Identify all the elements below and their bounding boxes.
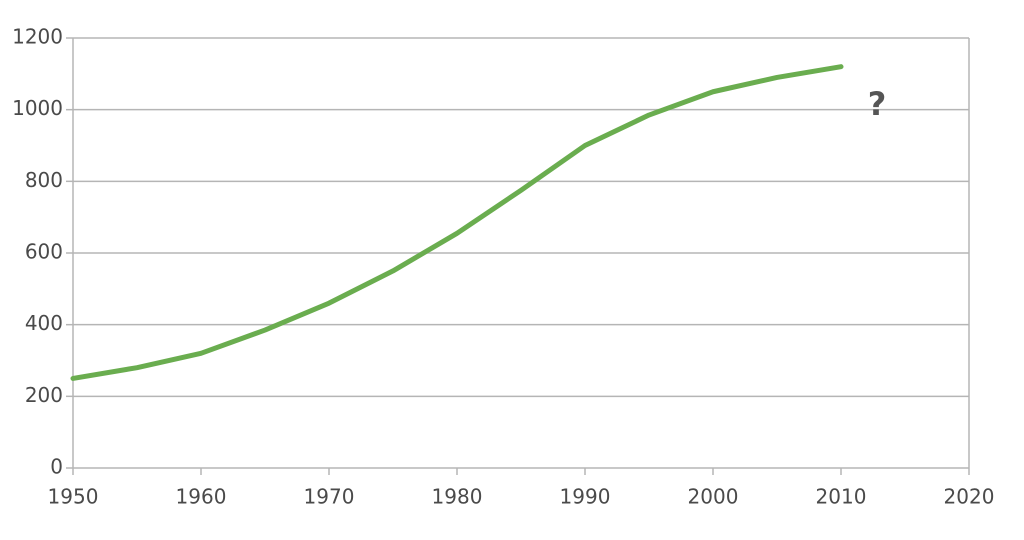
x-tick-label: 1950 [48, 485, 99, 509]
x-tick-label: 1990 [560, 485, 611, 509]
x-tick-label: 1960 [176, 485, 227, 509]
line-series [70, 64, 844, 381]
x-tick-label: 2000 [688, 485, 739, 509]
y-tick-label: 200 [25, 383, 63, 407]
x-tick-label: 2010 [816, 485, 867, 509]
x-tick-label: 1980 [432, 485, 483, 509]
y-tick-label: 0 [50, 455, 63, 479]
y-tick-label: 400 [25, 311, 63, 335]
x-tick-label: 1970 [304, 485, 355, 509]
y-tick-label: 1200 [12, 25, 63, 49]
y-tick-label: 600 [25, 240, 63, 264]
y-tick-label: 800 [25, 168, 63, 192]
x-tick-label: 2020 [944, 485, 995, 509]
annotation: ? [868, 85, 887, 123]
y-tick-label: 1000 [12, 96, 63, 120]
